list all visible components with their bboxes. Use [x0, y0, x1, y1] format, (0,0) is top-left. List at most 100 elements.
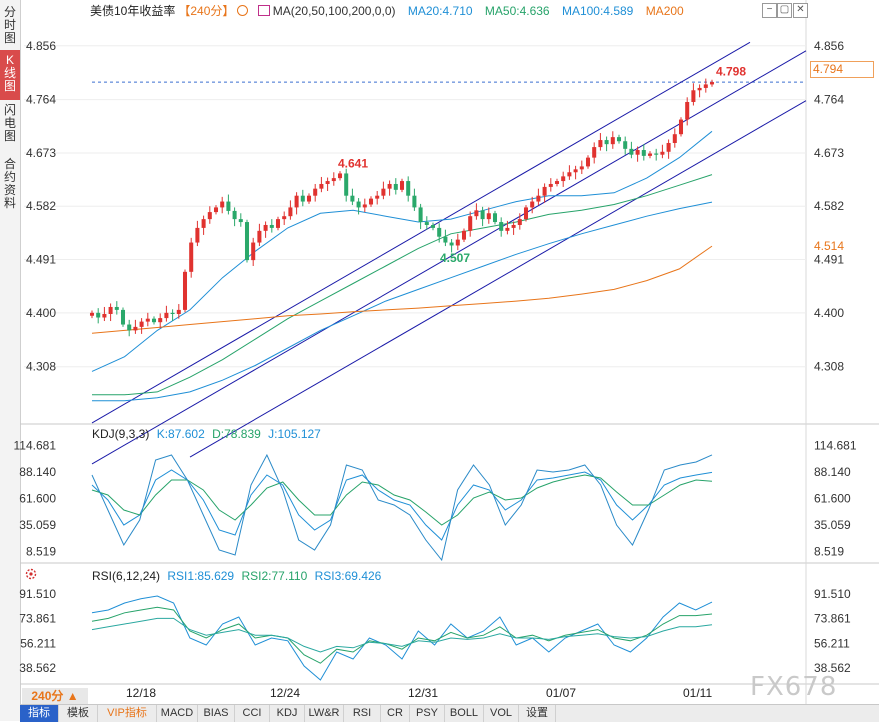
- candle-body: [325, 181, 330, 184]
- candle: [492, 210, 498, 225]
- sidebar-tab-kline[interactable]: K线图: [0, 50, 20, 100]
- candle-body: [666, 142, 671, 152]
- candle: [300, 189, 305, 207]
- candle: [195, 220, 200, 247]
- candle: [170, 309, 175, 322]
- candle-body: [430, 224, 436, 228]
- candle-body: [567, 172, 572, 177]
- candle: [523, 205, 529, 222]
- ma-settings-icon[interactable]: [237, 5, 249, 16]
- candle: [430, 222, 436, 231]
- candle-body: [480, 210, 485, 220]
- sidebar-tab-flash[interactable]: 闪电图: [0, 104, 20, 154]
- candle: [499, 217, 504, 237]
- candle-body: [641, 150, 646, 156]
- candle-body: [437, 227, 442, 237]
- gear-icon[interactable]: [24, 567, 38, 581]
- y-tick-label-left: 4.491: [26, 253, 56, 267]
- candle-body: [164, 312, 169, 319]
- candle-body: [300, 195, 305, 202]
- candle-body: [449, 242, 454, 246]
- candle: [678, 117, 684, 137]
- sidebar-tab-contract-info[interactable]: 合约资料: [0, 158, 20, 214]
- sidebar-tab-timeshare[interactable]: 分时图: [0, 6, 20, 48]
- j-line: [91, 453, 713, 562]
- candle: [220, 196, 225, 214]
- tab-bias[interactable]: BIAS: [198, 705, 235, 722]
- ma100-value: MA100:4.589: [561, 4, 634, 18]
- tab-settings[interactable]: 设置: [519, 705, 556, 722]
- candle: [654, 148, 659, 161]
- tab-psy[interactable]: PSY: [410, 705, 445, 722]
- candle-body: [536, 195, 541, 202]
- sidebar-tab-label: 分时图: [4, 5, 17, 45]
- tab-vol[interactable]: VOL: [484, 705, 519, 722]
- y-tick-label-right: 88.140: [814, 465, 851, 479]
- ma-chart-icon[interactable]: [257, 5, 270, 16]
- tab-cci[interactable]: CCI: [235, 705, 270, 722]
- indicator-toolbar: 指标 模板 VIP指标 MACD BIAS CCI KDJ LW&R RSI C…: [20, 704, 879, 722]
- candle-body: [337, 173, 343, 179]
- candle: [151, 316, 157, 325]
- candle-body: [598, 140, 603, 148]
- candle: [554, 178, 560, 187]
- tab-indicators[interactable]: 指标: [20, 705, 59, 722]
- candle: [288, 200, 293, 220]
- candle: [486, 207, 491, 224]
- tab-rsi[interactable]: RSI: [344, 705, 381, 722]
- current-price-tag: 4.794: [810, 61, 874, 78]
- candle-body: [672, 134, 677, 143]
- candle-body: [102, 313, 107, 318]
- ma200-line: [91, 245, 713, 334]
- ma20-value: MA20:4.710: [407, 4, 473, 18]
- candle-body: [127, 324, 132, 331]
- grid-lines: [20, 0, 879, 704]
- candle-body: [592, 147, 597, 158]
- candle-body: [703, 84, 708, 88]
- candle-body: [176, 309, 181, 314]
- tab-cr[interactable]: CR: [381, 705, 410, 722]
- tab-lwr[interactable]: LW&R: [305, 705, 344, 722]
- candle: [412, 188, 417, 211]
- candle-body: [232, 210, 237, 220]
- rsi2-line: [91, 606, 713, 664]
- tab-macd[interactable]: MACD: [157, 705, 198, 722]
- y-tick-label-left: 4.400: [26, 306, 56, 320]
- y-tick-label-left: 4.673: [26, 146, 56, 160]
- candle: [306, 193, 312, 204]
- candle: [362, 198, 367, 213]
- candle-body: [368, 198, 374, 205]
- candle: [244, 219, 250, 263]
- candle-body: [685, 101, 690, 120]
- candle-body: [604, 140, 609, 145]
- candle-body: [201, 219, 206, 228]
- candle: [381, 181, 386, 200]
- x-axis-label: 01/07: [546, 686, 577, 700]
- close-icon[interactable]: ✕: [793, 3, 808, 18]
- candle: [505, 220, 510, 235]
- tab-boll[interactable]: BOLL: [445, 705, 484, 722]
- candle-body: [406, 181, 411, 196]
- candle: [226, 194, 231, 215]
- y-tick-label-left: 4.308: [26, 360, 56, 374]
- tab-vip-indicators[interactable]: VIP指标: [98, 705, 157, 722]
- candle-body: [610, 137, 615, 145]
- candle: [269, 219, 274, 233]
- candle-body: [269, 224, 274, 228]
- y-tick-label-left: 56.211: [20, 636, 56, 650]
- x-axis-label: 12/31: [408, 686, 439, 700]
- tab-templates[interactable]: 模板: [59, 705, 98, 722]
- restore-icon[interactable]: ▢: [777, 3, 792, 18]
- candle-body: [393, 183, 398, 190]
- candle-body: [114, 306, 119, 310]
- candle-body: [220, 201, 225, 208]
- candle: [610, 131, 615, 149]
- tab-kdj[interactable]: KDJ: [270, 705, 305, 722]
- candle-body: [418, 207, 423, 223]
- y-tick-label-right: 4.764: [814, 93, 844, 107]
- minimize-icon[interactable]: −: [762, 3, 777, 18]
- k-line: [91, 469, 713, 541]
- period-select-button[interactable]: 240分 ▲: [22, 688, 88, 704]
- candle: [319, 176, 324, 193]
